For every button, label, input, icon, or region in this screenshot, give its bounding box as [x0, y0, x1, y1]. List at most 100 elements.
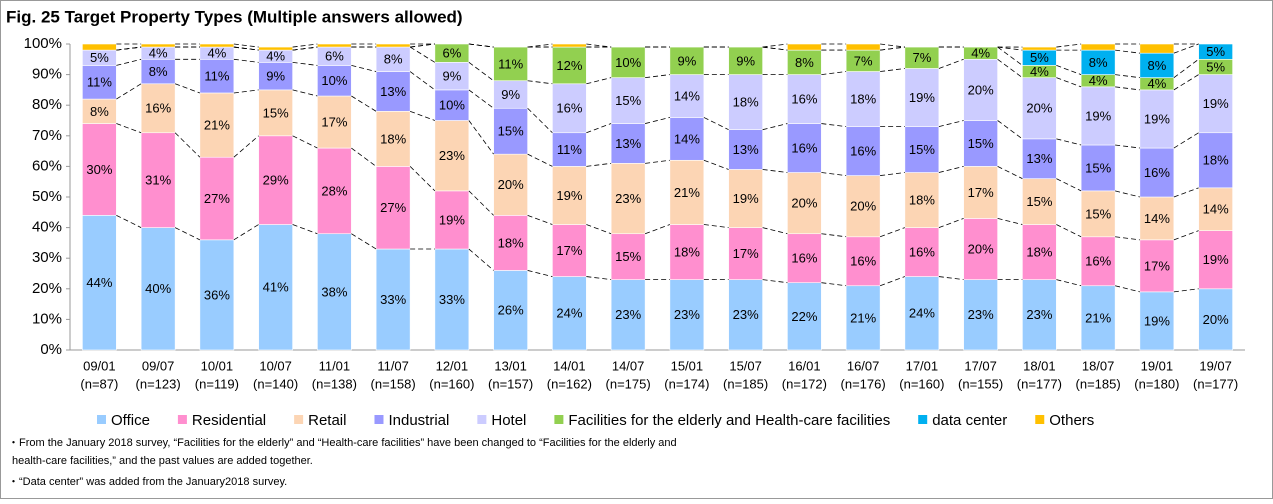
- y-tick-label: 70%: [32, 127, 62, 144]
- data-label: 7%: [912, 50, 931, 65]
- bar-segment: [1198, 74, 1233, 134]
- data-label: 21%: [850, 310, 876, 325]
- x-tick-sublabel: (n=87): [80, 376, 118, 391]
- bar-segment: [904, 126, 940, 173]
- connector-line: [527, 80, 553, 85]
- x-tick-label: 11/01: [319, 358, 351, 373]
- x-tick-sublabel: (n=185): [1076, 376, 1121, 391]
- data-label: 4%: [1089, 73, 1108, 88]
- connector-line: [116, 46, 142, 51]
- connector-line: [1056, 178, 1082, 192]
- bar-segment: [728, 74, 763, 130]
- data-label: 20%: [1203, 312, 1229, 327]
- legend-label: Retail: [308, 412, 346, 429]
- x-tick-sublabel: (n=162): [547, 376, 592, 391]
- data-label: 15%: [498, 124, 524, 139]
- data-label: 16%: [791, 251, 817, 266]
- bar-segment: [1022, 46, 1057, 51]
- x-tick-label: 19/01: [1141, 358, 1174, 373]
- x-tick-label: 18/01: [1023, 358, 1056, 373]
- data-label: 23%: [615, 307, 641, 322]
- bar-segment: [1022, 77, 1057, 140]
- connector-line: [527, 270, 553, 277]
- note: health-care facilities,” and the past va…: [12, 455, 313, 467]
- data-label: 15%: [1026, 194, 1052, 209]
- connector-line: [292, 224, 318, 235]
- data-label: 4%: [971, 46, 990, 61]
- connector-line: [1115, 236, 1140, 241]
- x-tick-sublabel: (n=177): [1017, 376, 1062, 391]
- bar-segment: [1080, 190, 1116, 238]
- bar-segment: [552, 166, 587, 225]
- x-tick-label: 15/07: [729, 358, 762, 373]
- connector-line: [1173, 230, 1199, 241]
- data-label: 17%: [733, 246, 759, 261]
- bar-segment: [1022, 178, 1057, 225]
- x-tick-sublabel: (n=176): [841, 376, 886, 391]
- connector-line: [174, 227, 201, 241]
- y-tick-label: 100%: [24, 35, 62, 52]
- x-tick-label: 17/07: [964, 358, 997, 373]
- x-tick-label: 15/01: [671, 358, 704, 373]
- bar-segment: [669, 279, 705, 351]
- connector-line: [351, 233, 377, 250]
- data-label: 20%: [498, 177, 524, 192]
- data-label: 36%: [204, 287, 230, 302]
- data-label: 15%: [615, 93, 641, 108]
- bar-segment: [787, 43, 822, 51]
- bar-segment: [552, 132, 587, 167]
- connector-line: [1173, 74, 1199, 91]
- connector-line: [762, 46, 788, 51]
- x-tick-label: 18/07: [1082, 358, 1115, 373]
- x-tick-sublabel: (n=180): [1134, 376, 1179, 391]
- data-label: 16%: [791, 92, 817, 107]
- legend-label: Residential: [192, 412, 266, 429]
- data-label: 4%: [266, 49, 285, 64]
- connector-line: [1115, 190, 1140, 198]
- legend-swatch: [374, 415, 384, 424]
- data-label: 20%: [850, 199, 876, 214]
- data-label: 21%: [204, 118, 230, 133]
- data-label: 20%: [968, 241, 994, 256]
- data-label: 23%: [733, 307, 759, 322]
- data-label: 22%: [791, 309, 817, 324]
- connector-line: [527, 214, 553, 225]
- connector-line: [997, 58, 1023, 78]
- connector-line: [292, 135, 318, 149]
- bar-segment: [552, 83, 587, 134]
- legend-swatch: [294, 415, 304, 424]
- connector-line: [762, 123, 788, 131]
- data-label: 26%: [498, 303, 524, 318]
- data-label: 16%: [791, 140, 817, 155]
- data-label: 17%: [1144, 258, 1170, 273]
- bar-segment: [963, 218, 998, 280]
- bar-segment: [728, 46, 763, 75]
- data-label: 28%: [321, 183, 347, 198]
- connector-line: [351, 65, 377, 72]
- data-label: 20%: [968, 82, 994, 97]
- connector-line: [468, 120, 494, 155]
- legend-swatch: [554, 415, 564, 424]
- data-label: 9%: [736, 53, 755, 68]
- data-label: 19%: [556, 188, 582, 203]
- note: ・From the January 2018 survey, “Faciliti…: [8, 437, 677, 449]
- data-label: 30%: [86, 162, 112, 177]
- connector-line: [997, 46, 1023, 66]
- data-label: 16%: [850, 254, 876, 269]
- x-tick-sublabel: (n=138): [312, 376, 357, 391]
- bar-segment: [1080, 144, 1116, 192]
- data-label: 18%: [498, 235, 524, 250]
- bar-segment: [82, 43, 117, 51]
- x-tick-sublabel: (n=155): [958, 376, 1003, 391]
- bar-segment: [82, 123, 117, 216]
- data-label: 19%: [1203, 96, 1229, 111]
- connector-line: [468, 43, 494, 48]
- connector-line: [233, 89, 259, 94]
- connector-line: [703, 224, 729, 228]
- bar-segment: [669, 46, 705, 75]
- bar-segment: [434, 62, 470, 91]
- data-label: 11%: [557, 142, 582, 157]
- connector-line: [703, 117, 729, 131]
- connector-line: [997, 46, 1023, 51]
